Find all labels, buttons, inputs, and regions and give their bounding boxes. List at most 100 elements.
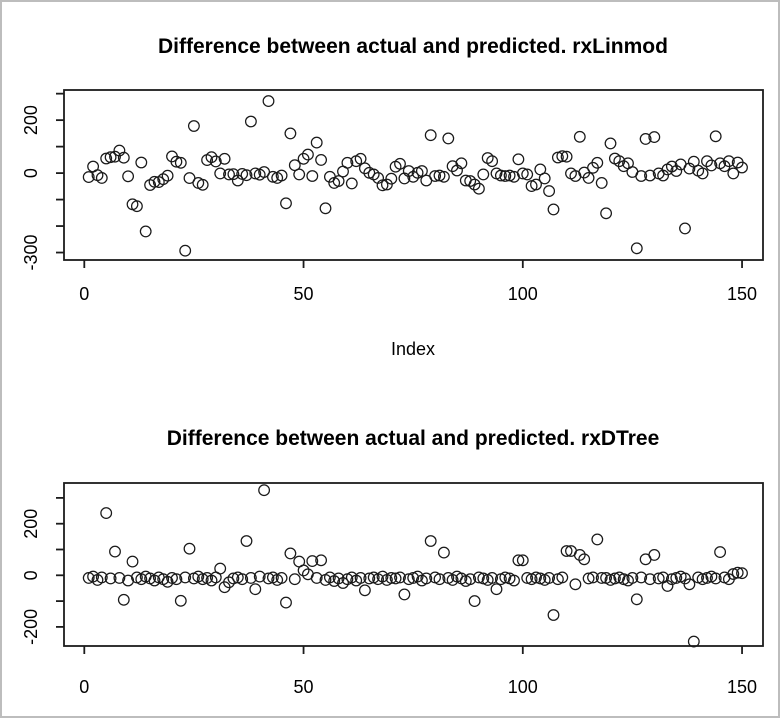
data-point [187,120,200,132]
data-point [543,185,556,198]
x-tick-label: 0 [79,677,89,697]
data-point [560,150,573,163]
data-point [424,535,437,547]
y-tick-label: 0 [21,570,41,580]
data-point [280,596,292,609]
data-point [315,153,328,166]
data-point [288,573,301,586]
data-point [306,170,319,182]
x-tick-label: 0 [79,284,89,304]
data-point [648,131,661,144]
data-point [297,564,310,577]
data-point [354,152,367,165]
data-point [556,571,569,584]
data-point [679,572,691,585]
data-point [240,169,253,182]
data-point [433,573,446,586]
data-points-rxdtree [82,484,748,648]
plot-rxdtree: Difference between actual and predicted.… [21,427,764,697]
data-point [560,545,573,557]
data-point [315,554,328,567]
data-point [626,571,639,584]
data-point [310,571,323,584]
data-point [218,152,231,165]
data-point [573,130,586,143]
data-point [696,167,709,180]
data-point [714,546,727,559]
data-point [358,584,371,597]
data-point [538,172,551,185]
data-point [494,169,507,182]
data-point [266,170,279,183]
data-point [389,572,402,585]
data-point [709,572,722,585]
data-point [104,572,117,585]
plot-box [63,482,764,647]
data-point [407,571,420,584]
data-point [244,571,257,584]
data-point [472,571,485,584]
data-point [275,169,288,182]
data-point [595,571,608,584]
data-point [275,571,288,584]
data-point [600,207,613,220]
data-point [486,155,499,168]
data-point [135,156,148,169]
data-point [696,573,709,586]
data-point [253,570,266,583]
data-point [249,583,262,596]
data-point [148,175,161,188]
y-tick-label: 0 [21,168,41,178]
data-point [363,572,376,585]
data-point [223,168,235,181]
y-tick-label: -200 [21,609,41,645]
data-point [420,572,433,585]
data-point [516,554,529,567]
data-point [398,588,411,601]
x-tick-label: 50 [294,677,314,697]
data-point [183,542,196,555]
data-point [104,151,117,164]
data-point [262,572,275,585]
data-point [345,177,358,190]
data-point [551,151,564,164]
data-point [227,572,240,585]
data-point [214,562,227,575]
data-point [648,548,661,561]
data-point [223,576,235,589]
data-point [205,151,218,164]
data-point [323,571,336,584]
data-point [508,574,520,587]
axes-rxdtree: 0 50 100 150 200 0 -200 [21,496,757,697]
data-point [227,168,240,181]
data-point [385,172,398,185]
data-point [512,554,525,567]
data-point [665,160,678,173]
data-point [727,167,740,180]
data-point [512,153,525,166]
data-point [709,130,722,143]
data-point [582,171,595,184]
data-point [608,572,621,585]
data-point [736,161,748,174]
data-point [442,132,455,145]
data-point [297,152,310,165]
data-point [727,568,740,580]
data-point [604,137,617,150]
data-point [262,95,275,108]
data-point [358,162,371,175]
data-point [578,553,591,566]
plot-title-rxlinmod: Difference between actual and predicted.… [158,35,668,58]
data-point [516,167,529,180]
data-point [174,594,187,607]
data-point [486,571,499,584]
data-point [332,175,345,187]
data-point [446,160,459,173]
data-point [670,571,683,584]
data-point [665,573,678,586]
data-point [394,157,406,170]
data-point [161,169,174,182]
data-points-rxlinmod [82,95,748,257]
